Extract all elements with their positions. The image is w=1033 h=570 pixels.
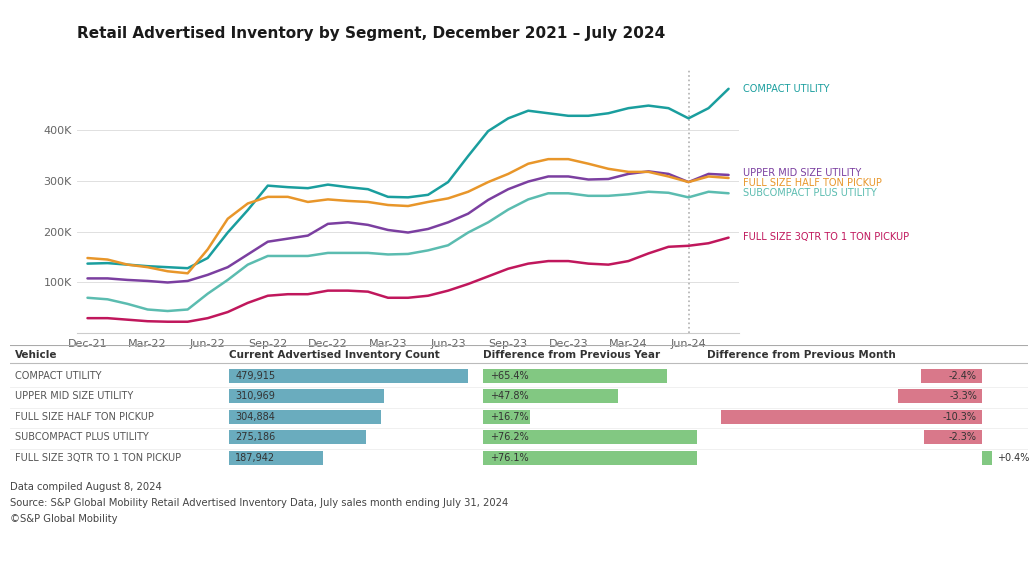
Text: 310,969: 310,969	[236, 391, 275, 401]
Bar	[229, 410, 381, 424]
Text: +65.4%: +65.4%	[490, 370, 528, 381]
Text: COMPACT UTILITY: COMPACT UTILITY	[15, 370, 102, 381]
Text: Source: S&P Global Mobility Retail Advertised Inventory Data, July sales month e: Source: S&P Global Mobility Retail Adver…	[10, 498, 508, 508]
Text: SUBCOMPACT PLUS UTILITY: SUBCOMPACT PLUS UTILITY	[743, 188, 876, 198]
Bar	[982, 451, 992, 465]
Bar	[229, 430, 367, 444]
Text: ©S&P Global Mobility: ©S&P Global Mobility	[10, 514, 118, 524]
Bar	[229, 389, 384, 403]
Bar	[483, 410, 530, 424]
Text: +76.2%: +76.2%	[490, 432, 528, 442]
Bar	[483, 389, 618, 403]
Text: SUBCOMPACT PLUS UTILITY: SUBCOMPACT PLUS UTILITY	[15, 432, 149, 442]
Bar	[924, 430, 982, 444]
Text: +76.1%: +76.1%	[490, 453, 528, 463]
Text: 275,186: 275,186	[236, 432, 276, 442]
Bar	[229, 451, 322, 465]
Text: Current Advertised Inventory Count: Current Advertised Inventory Count	[229, 350, 440, 360]
Text: UPPER MID SIZE UTILITY: UPPER MID SIZE UTILITY	[743, 168, 860, 178]
Text: FULL SIZE HALF TON PICKUP: FULL SIZE HALF TON PICKUP	[743, 178, 881, 188]
Text: Data compiled August 8, 2024: Data compiled August 8, 2024	[10, 482, 162, 492]
Text: -2.3%: -2.3%	[949, 432, 977, 442]
Text: 479,915: 479,915	[236, 370, 276, 381]
Text: +16.7%: +16.7%	[490, 412, 528, 422]
Bar	[921, 369, 982, 382]
Bar	[483, 430, 697, 444]
Text: 187,942: 187,942	[236, 453, 276, 463]
Text: 304,884: 304,884	[236, 412, 275, 422]
Text: FULL SIZE HALF TON PICKUP: FULL SIZE HALF TON PICKUP	[15, 412, 154, 422]
Text: -3.3%: -3.3%	[949, 391, 977, 401]
Text: Retail Advertised Inventory by Segment, December 2021 – July 2024: Retail Advertised Inventory by Segment, …	[77, 26, 665, 40]
Text: Vehicle: Vehicle	[15, 350, 58, 360]
Text: Difference from Previous Year: Difference from Previous Year	[483, 350, 660, 360]
Text: +0.4%: +0.4%	[997, 453, 1030, 463]
Text: Difference from Previous Month: Difference from Previous Month	[708, 350, 896, 360]
Text: FULL SIZE 3QTR TO 1 TON PICKUP: FULL SIZE 3QTR TO 1 TON PICKUP	[743, 231, 909, 242]
Bar	[483, 451, 697, 465]
Bar	[899, 389, 982, 403]
Bar	[721, 410, 982, 424]
Text: +47.8%: +47.8%	[490, 391, 528, 401]
Text: UPPER MID SIZE UTILITY: UPPER MID SIZE UTILITY	[15, 391, 133, 401]
Bar	[483, 369, 667, 382]
Bar	[229, 369, 468, 382]
Text: FULL SIZE 3QTR TO 1 TON PICKUP: FULL SIZE 3QTR TO 1 TON PICKUP	[15, 453, 182, 463]
Text: -2.4%: -2.4%	[949, 370, 977, 381]
Text: COMPACT UTILITY: COMPACT UTILITY	[743, 84, 829, 94]
Text: -10.3%: -10.3%	[943, 412, 977, 422]
